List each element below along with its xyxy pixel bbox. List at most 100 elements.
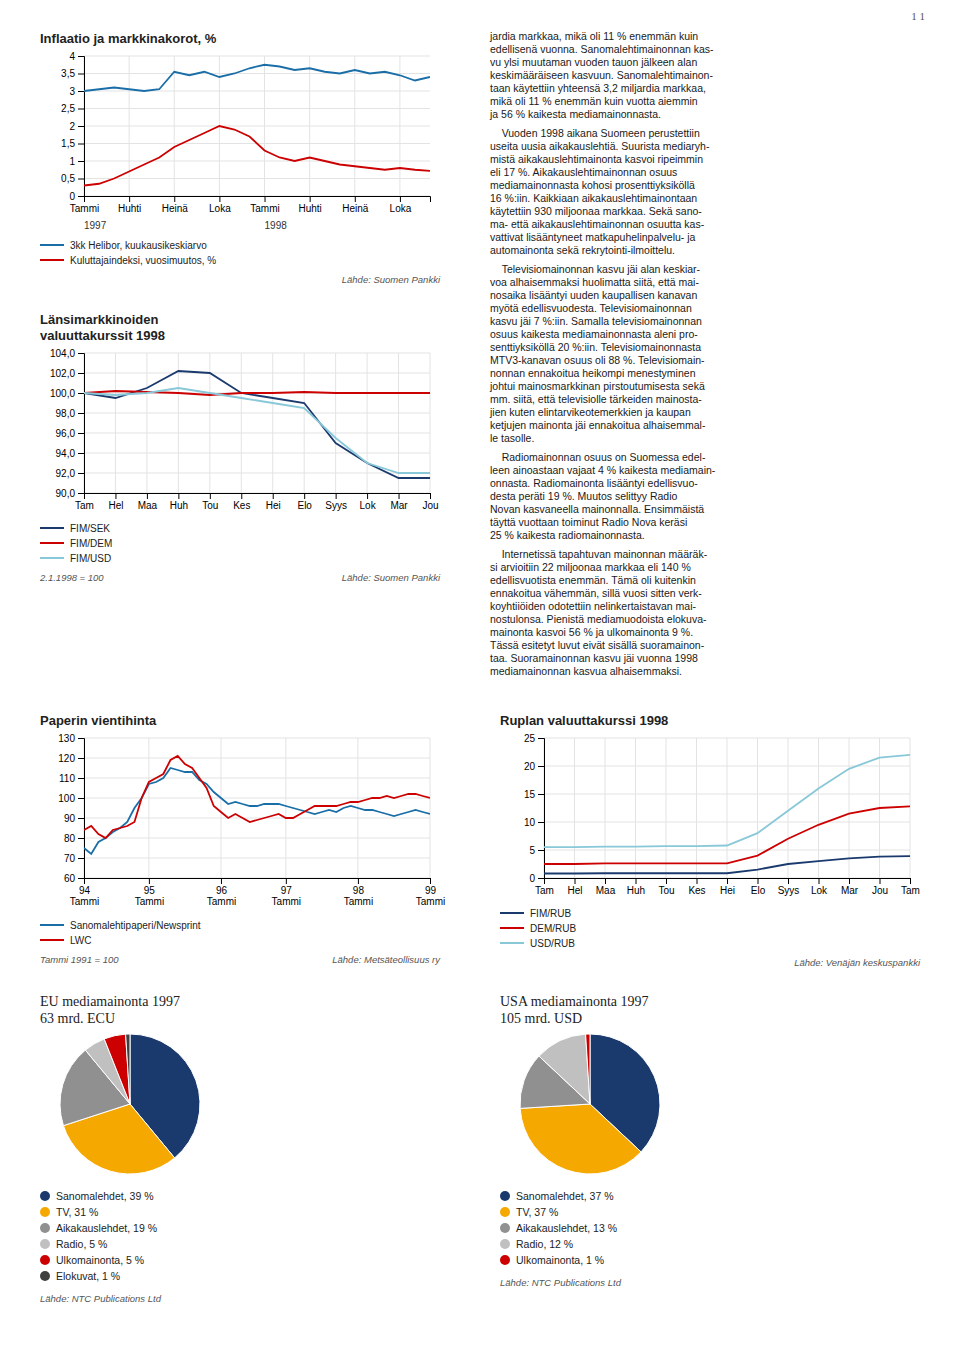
tick-mark bbox=[538, 822, 544, 823]
legend-label: FIM/SEK bbox=[70, 523, 110, 534]
tick: 96,0 bbox=[56, 428, 84, 439]
tick-label: 1,5 bbox=[61, 138, 75, 149]
tick: 10 bbox=[524, 817, 544, 828]
tick-mark bbox=[78, 126, 84, 127]
tick: 100,0 bbox=[50, 388, 84, 399]
legend-swatch bbox=[40, 1255, 50, 1265]
grid-line bbox=[367, 353, 368, 493]
slices bbox=[520, 1034, 660, 1174]
tick-mark bbox=[819, 878, 820, 884]
series-line bbox=[84, 768, 430, 854]
tick-mark bbox=[880, 878, 881, 884]
tick-mark bbox=[367, 493, 368, 499]
legend-label: Sanomalehdet, 39 % bbox=[56, 1190, 153, 1202]
tick: Elo bbox=[751, 878, 766, 896]
tick: Tam bbox=[75, 493, 94, 511]
grid-line bbox=[818, 738, 819, 878]
tick-label: Tammi bbox=[70, 203, 99, 214]
tick-label: Heinä bbox=[162, 203, 189, 214]
legend-swatch bbox=[40, 1191, 50, 1201]
legend-swatch bbox=[500, 1239, 510, 1249]
tick-label: 80 bbox=[64, 833, 76, 844]
series-line bbox=[544, 755, 910, 847]
slice bbox=[126, 1034, 130, 1104]
grid-line bbox=[788, 738, 789, 878]
tick-mark bbox=[910, 878, 911, 884]
tick-label: 95Tammi bbox=[135, 885, 164, 907]
legend-label: Elokuvat, 1 % bbox=[56, 1270, 120, 1282]
tick: 25 bbox=[524, 733, 544, 744]
legend-swatch bbox=[40, 1223, 50, 1233]
legend-label: Ulkomainonta, 1 % bbox=[516, 1254, 604, 1266]
tick-label: 130 bbox=[58, 733, 75, 744]
grid-line bbox=[84, 161, 430, 162]
legend-swatch bbox=[500, 1255, 510, 1265]
series-group bbox=[84, 371, 430, 478]
tick: 5 bbox=[529, 845, 544, 856]
tick-mark bbox=[149, 878, 150, 884]
grid-line bbox=[309, 56, 310, 196]
tick-label: 110 bbox=[59, 773, 75, 784]
legend: FIM/RUBDEM/RUBUSD/RUB bbox=[500, 908, 576, 949]
tick: 0 bbox=[69, 191, 84, 202]
legend-label: Ulkomainonta, 5 % bbox=[56, 1254, 144, 1266]
tick: Huh bbox=[627, 878, 645, 896]
tick-label: 94,0 bbox=[56, 448, 76, 459]
legend-label: 3kk Helibor, kuukausikeskiarvo bbox=[70, 240, 207, 251]
legend-label: Kuluttajaindeksi, vuosimuutos, % bbox=[70, 255, 216, 266]
tick-mark bbox=[430, 493, 431, 499]
legend-label: TV, 31 % bbox=[56, 1206, 98, 1218]
paragraph: Vuoden 1998 aikana Suomeen perustettiinu… bbox=[490, 127, 710, 256]
tick-mark bbox=[538, 738, 544, 739]
tick: Hei bbox=[720, 878, 735, 896]
tick-label: 1 bbox=[69, 156, 75, 167]
legend-label: FIM/USD bbox=[70, 553, 111, 564]
grid bbox=[84, 738, 430, 878]
y-axis: 90,092,094,096,098,0100,0102,0104,0 bbox=[50, 348, 85, 499]
line-chart: Paperin vientihinta607080901001101201309… bbox=[40, 713, 445, 965]
grid-line bbox=[84, 108, 430, 109]
tick: 2,5 bbox=[61, 103, 84, 114]
tick-mark bbox=[273, 493, 274, 499]
axis-line bbox=[78, 739, 85, 879]
tick: 99Tammi bbox=[416, 878, 445, 907]
legend-label: Radio, 5 % bbox=[56, 1238, 107, 1250]
line-chart: Inflaatio ja markkinakorot, %00,511,522,… bbox=[40, 31, 441, 285]
grid-line bbox=[757, 738, 758, 878]
series-group bbox=[544, 755, 910, 874]
tick-label: 96,0 bbox=[56, 428, 76, 439]
tick-label: 0 bbox=[529, 873, 535, 884]
chart-title: Länsimarkkinoidenvaluuttakurssit 1998 bbox=[40, 312, 165, 343]
annotation: 1998 bbox=[265, 220, 288, 231]
tick: Tou bbox=[658, 878, 674, 896]
tick-label: 97Tammi bbox=[272, 885, 301, 907]
tick: 0,5 bbox=[61, 173, 84, 184]
tick-mark bbox=[78, 858, 84, 859]
chart-title: USA mediamainonta 1997 bbox=[500, 994, 649, 1009]
tick-mark bbox=[84, 493, 85, 499]
tick-mark bbox=[78, 778, 84, 779]
series-group bbox=[84, 756, 430, 854]
tick: Heinä bbox=[162, 196, 189, 214]
tick-mark bbox=[758, 878, 759, 884]
tick-label: 70 bbox=[64, 853, 76, 864]
legend-label: Sanomalehdet, 37 % bbox=[516, 1190, 613, 1202]
legend-swatch bbox=[40, 924, 64, 926]
tick: Huh bbox=[170, 493, 188, 511]
tick-mark bbox=[78, 493, 84, 494]
series-line bbox=[84, 756, 430, 838]
tick-label: 3,5 bbox=[61, 68, 75, 79]
grid-line bbox=[146, 353, 147, 493]
tick: Kes bbox=[688, 878, 705, 896]
legend-swatch bbox=[40, 542, 64, 544]
tick: Syys bbox=[325, 493, 347, 511]
tick-mark bbox=[78, 91, 84, 92]
axis-line bbox=[545, 879, 911, 885]
tick-mark bbox=[219, 196, 220, 202]
legend: 3kk Helibor, kuukausikeskiarvo Kuluttajai… bbox=[40, 240, 216, 266]
tick-mark bbox=[575, 878, 576, 884]
tick: 90 bbox=[64, 813, 84, 824]
tick-mark bbox=[544, 878, 545, 884]
tick-mark bbox=[538, 850, 544, 851]
tick: 130 bbox=[58, 733, 84, 744]
